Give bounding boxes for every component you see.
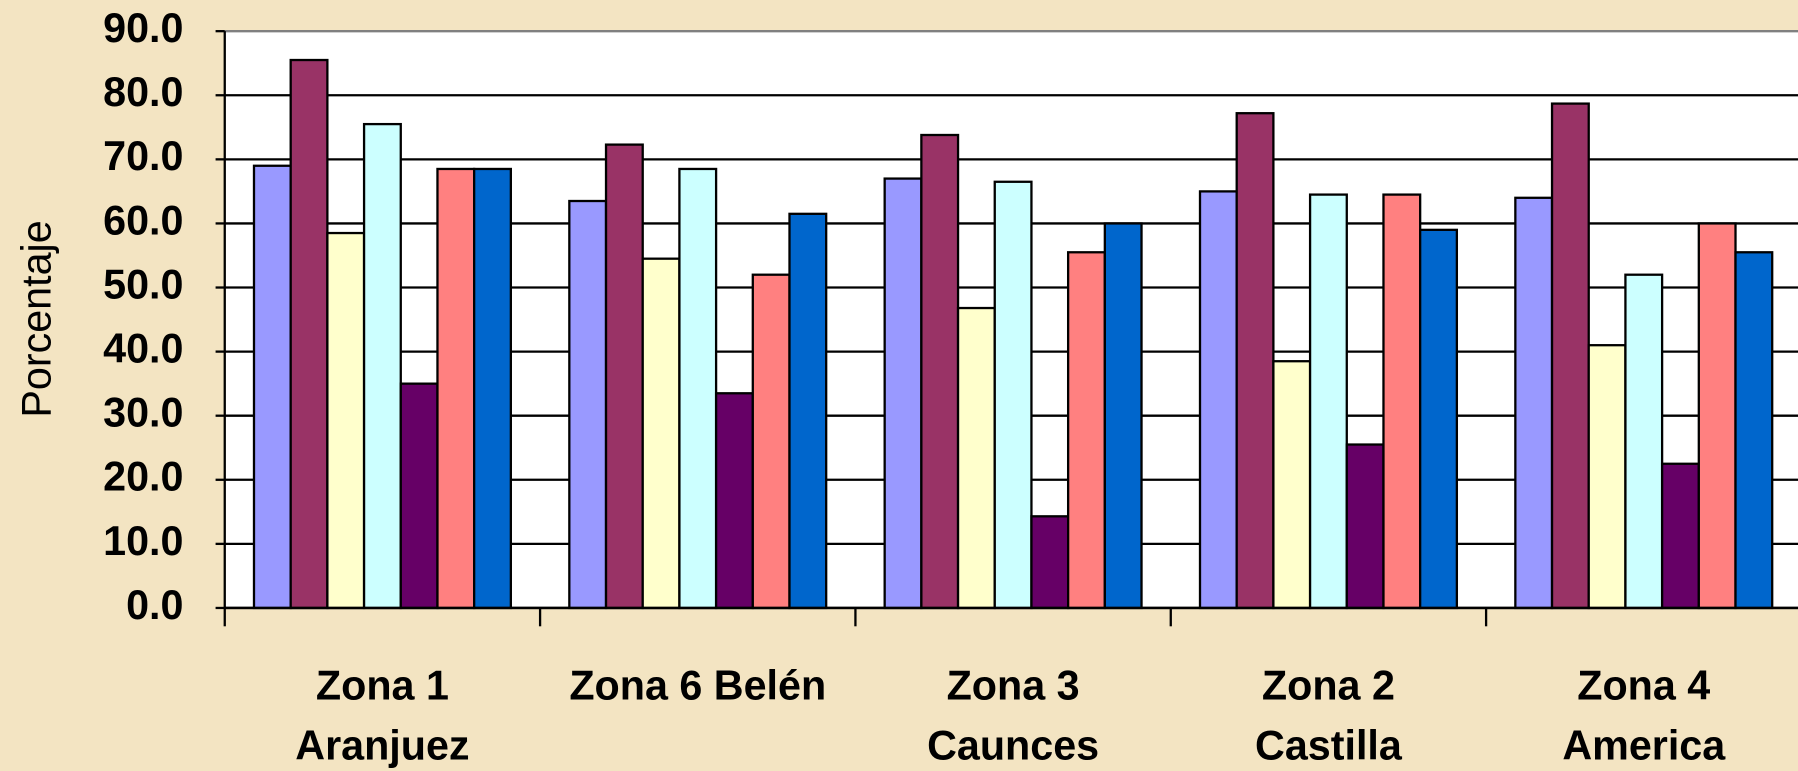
- bar: [399, 382, 439, 610]
- bar: [252, 164, 292, 610]
- bar: [1734, 251, 1774, 610]
- y-tick-label: 90.0: [103, 5, 183, 51]
- bar: [436, 167, 476, 610]
- bar: [788, 212, 828, 610]
- bar: [1382, 193, 1422, 610]
- bar: [714, 392, 754, 610]
- bar: [1308, 193, 1348, 610]
- y-tick-label: 20.0: [103, 454, 183, 500]
- bar: [1272, 360, 1312, 610]
- bar: [1066, 251, 1106, 610]
- bar: [1345, 443, 1385, 610]
- bar: [1030, 515, 1070, 610]
- bar: [473, 167, 512, 610]
- bar: [993, 180, 1033, 610]
- bar: [1198, 190, 1238, 610]
- y-tick-label: 40.0: [103, 326, 183, 372]
- bar: [1697, 222, 1737, 610]
- bar: [1587, 344, 1627, 610]
- bar: [289, 58, 329, 610]
- x-tick-label: Zona 1 Aranjuez: [295, 663, 469, 769]
- x-tick-label: Zona 3 Caunces: [927, 663, 1099, 769]
- bar: [1419, 228, 1459, 610]
- x-tick-label: Zona 6 Belén: [569, 663, 826, 709]
- bar: [1103, 222, 1143, 610]
- x-tick-label: Zona 4 America: [1562, 663, 1726, 769]
- bar: [883, 177, 923, 610]
- y-tick-label: 0.0: [126, 582, 183, 628]
- bar: [1660, 462, 1700, 610]
- y-tick-label: 60.0: [103, 197, 183, 243]
- bar: [956, 306, 996, 610]
- bar: [1235, 112, 1275, 610]
- bar: [1624, 273, 1664, 610]
- bar: [678, 167, 718, 610]
- bar: [1550, 102, 1590, 610]
- y-tick-label: 80.0: [103, 69, 183, 115]
- bar: [1514, 196, 1554, 610]
- y-tick-label: 10.0: [103, 518, 183, 564]
- bar: [604, 143, 644, 610]
- bar: [920, 133, 960, 610]
- bar: [641, 257, 681, 610]
- y-tick-label: 50.0: [103, 261, 183, 307]
- bar: [326, 231, 366, 610]
- bar: [568, 199, 608, 610]
- y-tick-label: 30.0: [103, 390, 183, 436]
- y-axis-label: Porcentaje: [13, 220, 59, 417]
- bar: [362, 122, 402, 610]
- y-tick-label: 70.0: [103, 133, 183, 179]
- x-tick-label: Zona 2 Castilla: [1255, 663, 1403, 769]
- bar: [751, 273, 791, 610]
